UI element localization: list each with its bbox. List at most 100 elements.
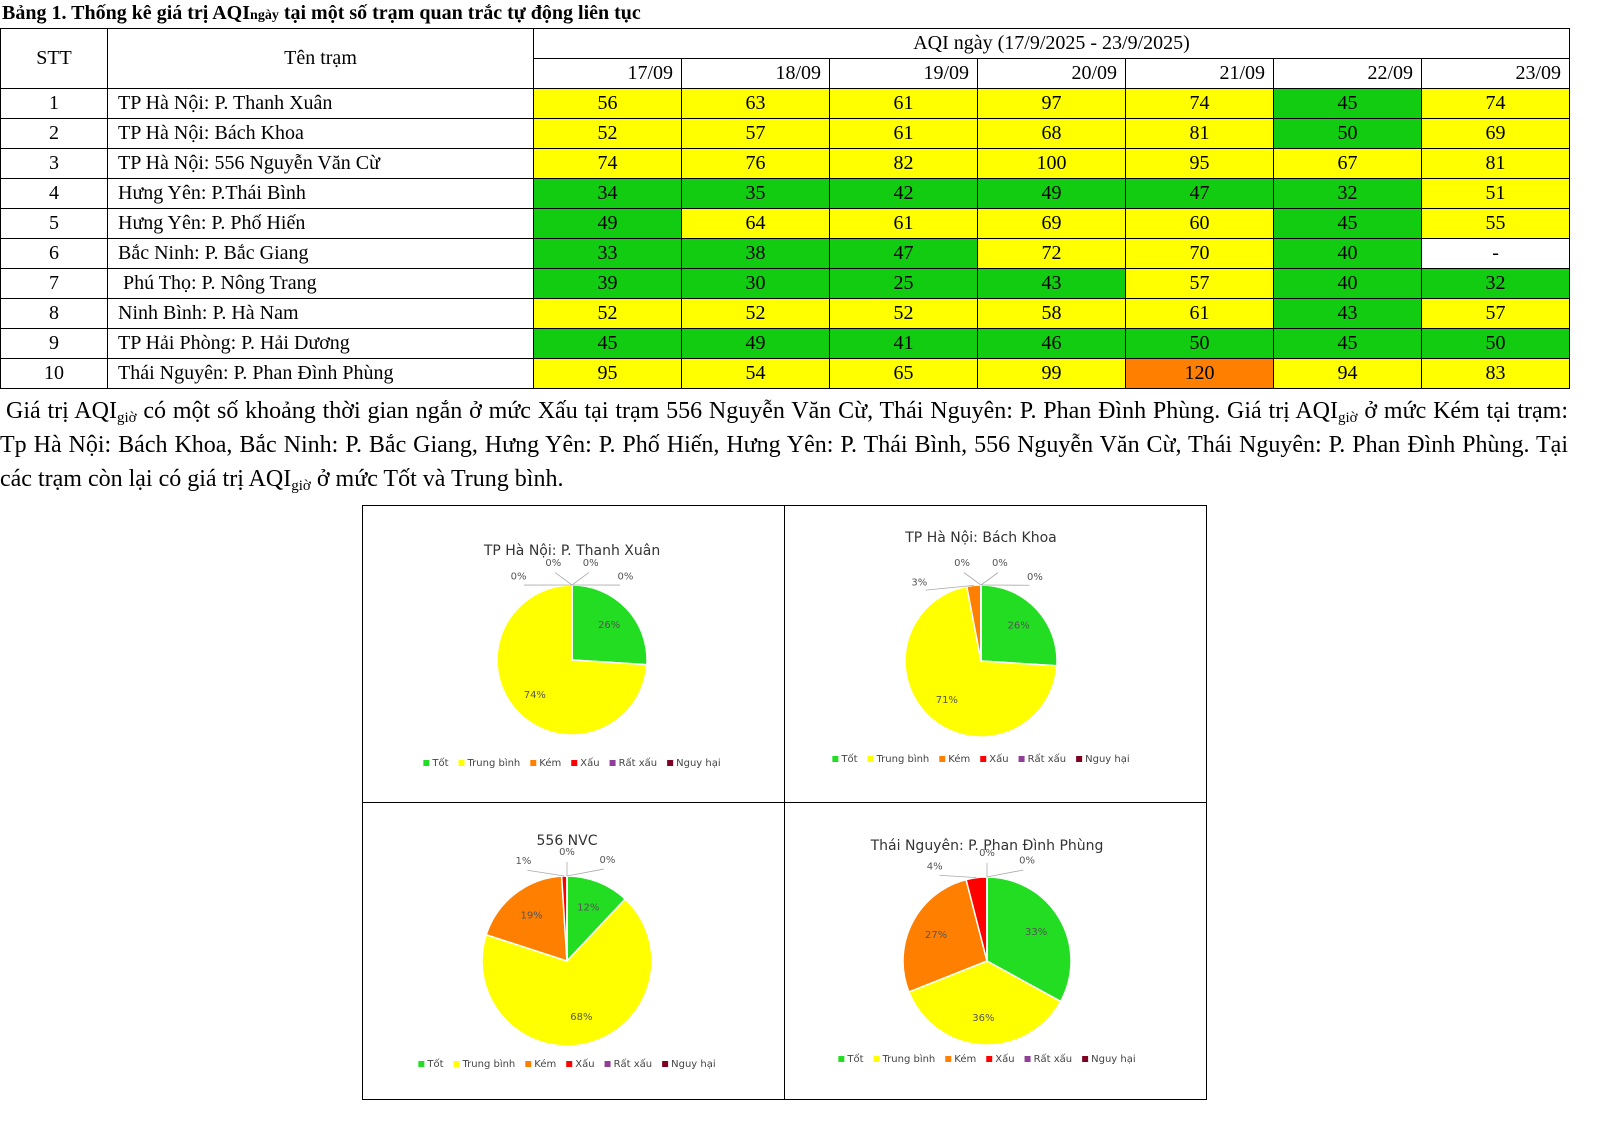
pie-slice xyxy=(902,878,988,993)
subscript: giờ xyxy=(291,478,311,494)
leader-line xyxy=(925,584,974,591)
cell-aqi: 65 xyxy=(829,358,978,389)
legend-label: Nguy hại xyxy=(676,758,721,769)
legend-label: Rất xấu xyxy=(1034,1053,1073,1065)
legend-swatch xyxy=(530,760,537,766)
pie-slice xyxy=(571,584,648,666)
cell-aqi: 74 xyxy=(1420,88,1571,119)
pie-chart: TP Hà Nội: P. Thanh Xuân 26% 74% 0% 0% 0% 0% Tố… xyxy=(423,543,721,769)
cell-stt: 5 xyxy=(0,208,108,239)
cell-stt: 6 xyxy=(0,238,108,269)
legend: Tốt Trung bình Kém Xấu Rất xấu Nguy hại xyxy=(423,757,721,769)
slice-label: 0% xyxy=(559,847,575,858)
header-date: 17/09 xyxy=(533,58,682,89)
cell-aqi: 32 xyxy=(1420,268,1571,299)
cell-aqi: 45 xyxy=(1273,208,1422,239)
legend: Tốt Trung bình Kém Xấu Rất xấu Nguy hại xyxy=(418,1058,716,1070)
text: Giá trị AQI xyxy=(6,398,117,424)
legend-label: Trung bình xyxy=(467,757,521,769)
cell-aqi: 51 xyxy=(1420,178,1571,209)
legend-swatch xyxy=(525,1061,532,1067)
legend-swatch xyxy=(458,760,465,766)
cell-aqi: 61 xyxy=(829,88,978,119)
table-row: 6 Bắc Ninh: P. Bắc Giang 33 38 47 72 70 40- xyxy=(0,238,1571,269)
cell-aqi: 63 xyxy=(681,88,830,119)
legend-swatch xyxy=(873,1056,880,1062)
legend-label: Xấu xyxy=(995,1053,1014,1065)
legend-swatch xyxy=(418,1061,425,1067)
cell-aqi: 49 xyxy=(533,208,682,239)
legend-swatch xyxy=(609,760,616,766)
cell-aqi: 69 xyxy=(977,208,1126,239)
paragraph: Giá trị AQIgiờ có một số khoảng thời gia… xyxy=(0,394,1568,496)
cell-aqi: 99 xyxy=(977,358,1126,389)
slice-label: 1% xyxy=(515,856,531,867)
legend-swatch xyxy=(986,1056,993,1062)
slice-label: 0% xyxy=(954,558,970,569)
text: ở mức Tốt và Trung bình. xyxy=(310,466,564,492)
pie-slice xyxy=(986,876,1072,1003)
legend-swatch xyxy=(1024,1056,1031,1062)
leader-line xyxy=(963,572,982,586)
legend-swatch xyxy=(604,1061,611,1067)
pie-slice xyxy=(904,585,1058,738)
cell-aqi: 56 xyxy=(533,88,682,119)
slice-label: 0% xyxy=(545,558,561,569)
table-row: 10 Thái Nguyên: P. Phan Đình Phùng 95 54 65 9… xyxy=(0,358,1571,389)
cell-aqi: 81 xyxy=(1420,148,1571,179)
header-group: AQI ngày (17/9/2025 - 23/9/2025) xyxy=(532,28,1571,59)
legend-label: Kém xyxy=(954,1053,976,1065)
legend-swatch xyxy=(838,1056,845,1062)
cell-aqi: 60 xyxy=(1125,208,1274,239)
header-date: 20/09 xyxy=(977,58,1126,89)
cell-aqi: 64 xyxy=(681,208,830,239)
table-row: 9 TP Hải Phòng: P. Hải Dương 45 49 41 46 50 45 5… xyxy=(0,328,1571,359)
legend-label: Xấu xyxy=(575,1058,594,1070)
cell-aqi: 95 xyxy=(1125,148,1274,179)
legend-swatch xyxy=(423,760,430,766)
header-date: 21/09 xyxy=(1125,58,1274,89)
cell-aqi: 50 xyxy=(1420,328,1571,359)
cell-name: Phú Thọ: P. Nông Trang xyxy=(107,268,534,299)
slice-label: 19% xyxy=(520,910,542,921)
cell-aqi: 39 xyxy=(533,268,682,299)
cell-aqi: 52 xyxy=(533,298,682,329)
legend-label: Trung bình xyxy=(882,1053,936,1065)
header-stt: STT xyxy=(0,28,108,89)
cell-aqi: 58 xyxy=(977,298,1126,329)
leader-line xyxy=(980,572,999,586)
chart-title: TP Hà Nội: Bách Khoa xyxy=(904,530,1057,546)
pie-slice xyxy=(485,875,568,963)
legend-label: Kém xyxy=(948,753,970,765)
cell-aqi: 35 xyxy=(681,178,830,209)
cell-aqi: 100 xyxy=(977,148,1126,179)
legend-label: Rất xấu xyxy=(614,1058,653,1070)
legend-label: Xấu xyxy=(989,753,1008,765)
legend-swatch xyxy=(571,760,578,766)
legend-swatch xyxy=(1076,756,1083,762)
leader-line xyxy=(986,869,1024,878)
cell-name: Ninh Bình: P. Hà Nam xyxy=(107,298,534,329)
header-date: 23/09 xyxy=(1420,58,1571,89)
pie-slice xyxy=(980,584,1058,667)
legend-swatch xyxy=(980,756,987,762)
leader-line xyxy=(554,572,573,586)
legend-label: Tốt xyxy=(426,1058,443,1070)
legend-swatch xyxy=(667,760,674,766)
cell-name: Hưng Yên: P.Thái Bình xyxy=(107,178,534,209)
legend-swatch xyxy=(867,756,874,762)
cell-aqi: 33 xyxy=(533,238,682,269)
cell-aqi: 49 xyxy=(977,178,1126,209)
slice-label: 3% xyxy=(911,577,927,588)
chart-title: Thái Nguyên: P. Phan Đình Phùng xyxy=(870,838,1104,854)
legend-swatch xyxy=(566,1061,573,1067)
header-date: 19/09 xyxy=(829,58,978,89)
legend-label: Kém xyxy=(539,757,561,769)
slice-label: 0% xyxy=(979,848,995,859)
cell-aqi: 49 xyxy=(681,328,830,359)
slice-label: 0% xyxy=(617,572,633,583)
legend-swatch xyxy=(832,756,839,762)
cell-aqi: 97 xyxy=(977,88,1126,119)
slice-label: 0% xyxy=(511,572,527,583)
cell-aqi: 57 xyxy=(681,118,830,149)
